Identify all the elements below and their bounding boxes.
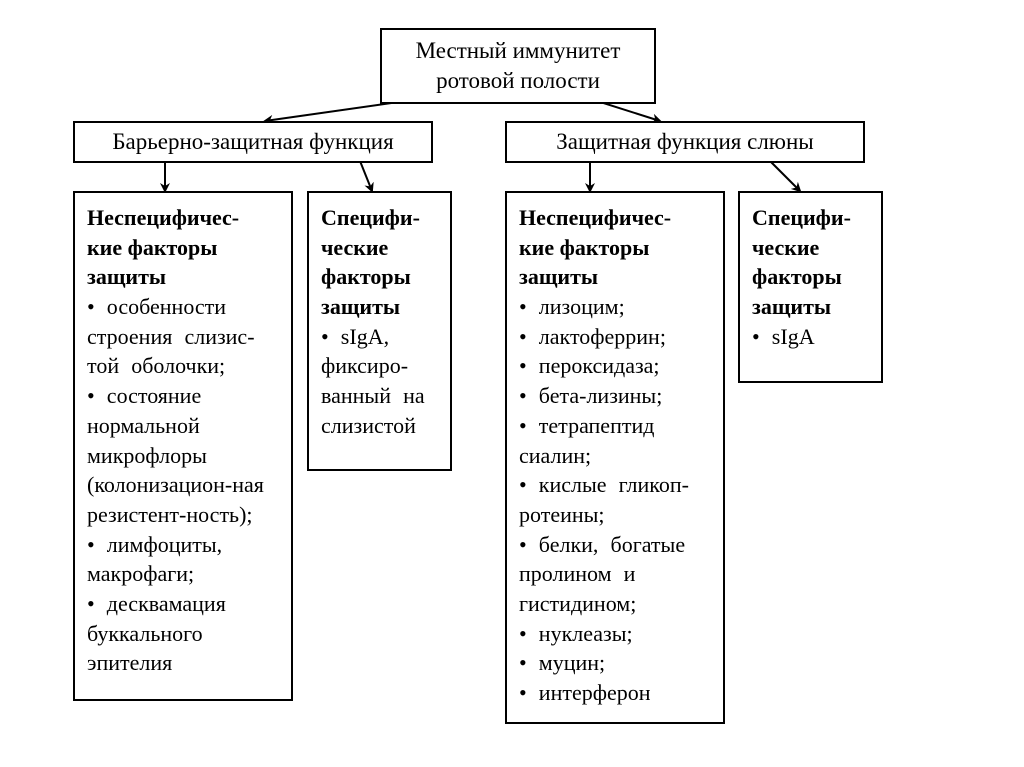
list-item: • особенности строения слизис-той оболоч… (87, 292, 279, 381)
list-item: • муцин; (519, 648, 711, 678)
box-b-head4: защиты (321, 294, 400, 319)
group-barrier: Барьерно-защитная функция (73, 121, 433, 163)
box-c-items: • лизоцим;• лактоферрин;• пероксидаза;• … (519, 292, 711, 708)
box-a-head2: кие факторы (87, 235, 217, 260)
root-line1: Местный иммунитет (416, 38, 621, 63)
box-c-head2: кие факторы (519, 235, 649, 260)
box-b-items: • sIgA, фиксиро-ванный на слизистой (321, 322, 438, 441)
list-item: • лимфоциты, макрофаги; (87, 530, 279, 589)
group-saliva: Защитная функция слюны (505, 121, 865, 163)
group-saliva-label: Защитная функция слюны (556, 129, 814, 154)
box-c-head1: Неспецифичес- (519, 205, 671, 230)
list-item: • десквамация буккального эпителия (87, 589, 279, 678)
box-d-head4: защиты (752, 294, 831, 319)
list-item: • нуклеазы; (519, 619, 711, 649)
list-item: • лактоферрин; (519, 322, 711, 352)
box-d-head3: факторы (752, 264, 842, 289)
box-saliva-nonspecific: Неспецифичес- кие факторы защиты • лизоц… (505, 191, 725, 724)
list-item: • лизоцим; (519, 292, 711, 322)
box-saliva-specific: Специфи- ческие факторы защиты • sIgA (738, 191, 883, 383)
list-item: • кислые гликоп-ротеины; (519, 470, 711, 529)
box-d-head2: ческие (752, 235, 819, 260)
list-item: • sIgA (752, 322, 869, 352)
box-d-items: • sIgA (752, 322, 869, 352)
box-a-head3: защиты (87, 264, 166, 289)
box-c-head3: защиты (519, 264, 598, 289)
box-b-head3: факторы (321, 264, 411, 289)
list-item: • белки, богатые пролином и гистидином; (519, 530, 711, 619)
box-barrier-specific: Специфи- ческие факторы защиты • sIgA, ф… (307, 191, 452, 471)
list-item: • бета-лизины; (519, 381, 711, 411)
box-b-head2: ческие (321, 235, 388, 260)
root-node: Местный иммунитет ротовой полости (380, 28, 656, 104)
list-item: • пероксидаза; (519, 351, 711, 381)
root-line2: ротовой полости (436, 68, 600, 93)
box-a-items: • особенности строения слизис-той оболоч… (87, 292, 279, 678)
list-item: • тетрапептид сиалин; (519, 411, 711, 470)
list-item: • состояние нормальной микрофлоры (колон… (87, 381, 279, 529)
group-barrier-label: Барьерно-защитная функция (112, 129, 393, 154)
diagram-canvas: Местный иммунитет ротовой полости Барьер… (0, 0, 1024, 767)
list-item: • sIgA, фиксиро-ванный на слизистой (321, 322, 438, 441)
box-b-head1: Специфи- (321, 205, 420, 230)
list-item: • интерферон (519, 678, 711, 708)
box-d-head1: Специфи- (752, 205, 851, 230)
box-a-head1: Неспецифичес- (87, 205, 239, 230)
box-barrier-nonspecific: Неспецифичес- кие факторы защиты • особе… (73, 191, 293, 701)
